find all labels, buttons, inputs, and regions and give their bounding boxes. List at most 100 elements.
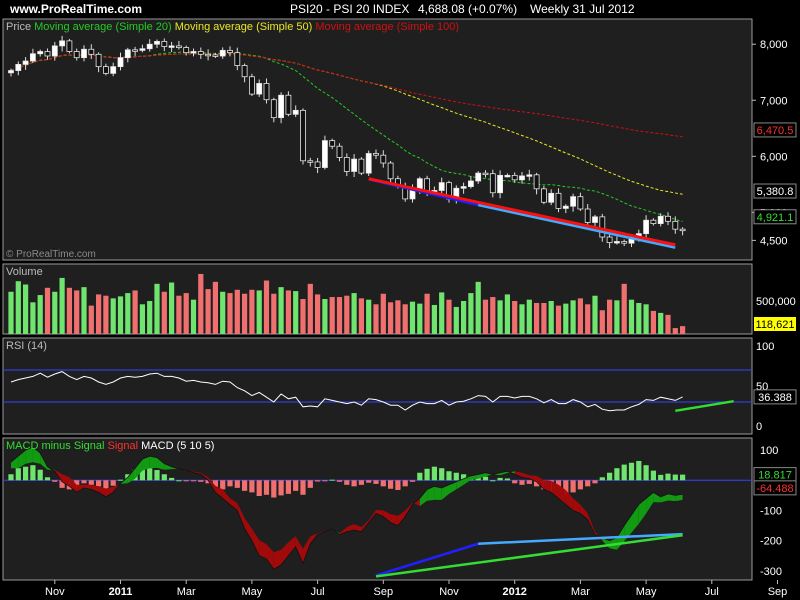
price-legend: Price Moving average (Simple 20) Moving … xyxy=(6,21,459,33)
candle xyxy=(205,53,212,57)
legend-item: Moving average (Simple 20) xyxy=(31,21,172,33)
macd-signal-fill xyxy=(463,475,471,485)
watermark: © ProRealTime.com xyxy=(6,249,96,260)
volume-bar xyxy=(227,293,233,334)
macd-histogram-bar xyxy=(307,480,313,488)
macd-histogram-bar xyxy=(44,477,51,481)
macd-histogram-bar xyxy=(351,480,357,487)
macd-histogram-bar xyxy=(439,468,445,481)
macd-signal-fill xyxy=(32,447,41,464)
x-tick-label: Jul xyxy=(705,586,719,598)
volume-bar xyxy=(577,298,583,334)
macd-histogram-bar xyxy=(577,480,583,490)
macd-histogram-bar xyxy=(249,480,255,493)
macd-histogram-bar xyxy=(300,480,306,495)
macd-histogram-bar xyxy=(293,480,299,491)
macd-line xyxy=(10,446,683,570)
candle xyxy=(329,140,336,147)
price-tick-label: 8,000 xyxy=(760,39,788,51)
candle xyxy=(8,70,14,74)
macd-histogram-bar xyxy=(585,480,591,487)
volume-bar xyxy=(30,302,36,334)
macd-histogram-bar xyxy=(154,470,160,481)
volume-bar xyxy=(358,298,364,334)
macd-histogram-bar xyxy=(227,480,233,487)
macd-signal-fill xyxy=(354,524,362,532)
macd-signal-fill xyxy=(449,481,457,494)
macd-signal-fill xyxy=(551,480,559,499)
volume-bars xyxy=(8,273,686,334)
macd-histogram-bar xyxy=(37,469,43,481)
trendline xyxy=(375,542,479,577)
macd-signal-fill xyxy=(507,471,515,475)
volume-bar xyxy=(672,328,678,334)
macd-histogram-bar xyxy=(147,468,153,481)
macd-histogram-bar xyxy=(139,468,145,481)
macd-signal-fill xyxy=(149,456,157,469)
macd-histogram-bar xyxy=(30,465,36,481)
candle xyxy=(548,192,555,203)
macd-signal-fill xyxy=(434,486,442,500)
candle xyxy=(270,99,277,119)
macd-signal-fill xyxy=(230,498,238,511)
candle xyxy=(373,153,379,156)
candle xyxy=(621,241,628,244)
macd-signal-fill xyxy=(514,471,522,478)
candle xyxy=(197,51,204,55)
candle xyxy=(227,49,233,54)
macd-last-value-label: -64.488 xyxy=(756,483,793,495)
legend-item: Signal xyxy=(104,440,138,452)
candle xyxy=(73,51,80,59)
macd-histogram-bar xyxy=(263,480,270,495)
macd-histogram-bar xyxy=(417,472,423,481)
macd-signal-fill xyxy=(281,542,289,565)
candle xyxy=(555,192,562,209)
pane-rsi xyxy=(2,337,753,435)
macd-histogram-bar xyxy=(336,480,343,482)
last-value-label: 5,380.8 xyxy=(757,186,794,198)
candle xyxy=(37,51,44,55)
volume-bar xyxy=(161,291,167,334)
macd-histogram-bar xyxy=(81,480,87,484)
volume-bar xyxy=(125,293,131,334)
x-tick-label: 2011 xyxy=(109,586,133,598)
macd-signal-fill xyxy=(638,498,647,524)
volume-bar xyxy=(74,290,80,334)
macd-histogram-bar xyxy=(453,472,459,481)
macd-legend: MACD minus Signal Signal MACD (5 10 5) xyxy=(6,440,214,452)
candle xyxy=(657,215,664,224)
candle xyxy=(365,153,372,174)
candle xyxy=(438,182,445,191)
macd-histogram-bar xyxy=(176,480,182,482)
macd-histogram-bar xyxy=(409,480,416,482)
macd-histogram-bar xyxy=(461,474,467,481)
macd-histogram-bar xyxy=(665,473,671,481)
volume-bar xyxy=(373,304,379,334)
volume-bar xyxy=(132,290,138,334)
macd-histogram-bar xyxy=(570,480,576,493)
candle xyxy=(665,215,671,222)
macd-signal-fill xyxy=(251,528,260,556)
macd-histogram-bar xyxy=(431,466,437,481)
volume-bar xyxy=(665,314,671,334)
volume-bar xyxy=(585,304,591,334)
macd-signal-fill xyxy=(266,544,274,570)
candle xyxy=(314,161,321,168)
candle xyxy=(358,158,365,174)
candle xyxy=(161,41,168,47)
macd-histogram-bar xyxy=(190,480,197,482)
candle xyxy=(88,48,95,55)
candle xyxy=(300,109,306,162)
candle xyxy=(256,83,263,95)
candle xyxy=(460,186,467,189)
volume-bar xyxy=(548,301,554,334)
candle xyxy=(183,47,190,54)
macd-signal-fill xyxy=(427,486,435,501)
macd-signal-fill xyxy=(653,492,661,503)
macd-signal-fill xyxy=(624,515,632,542)
rsi-last-value-box xyxy=(753,389,797,405)
candle xyxy=(599,216,606,238)
macd-histogram-bar xyxy=(59,480,65,488)
pane-price xyxy=(2,18,753,261)
